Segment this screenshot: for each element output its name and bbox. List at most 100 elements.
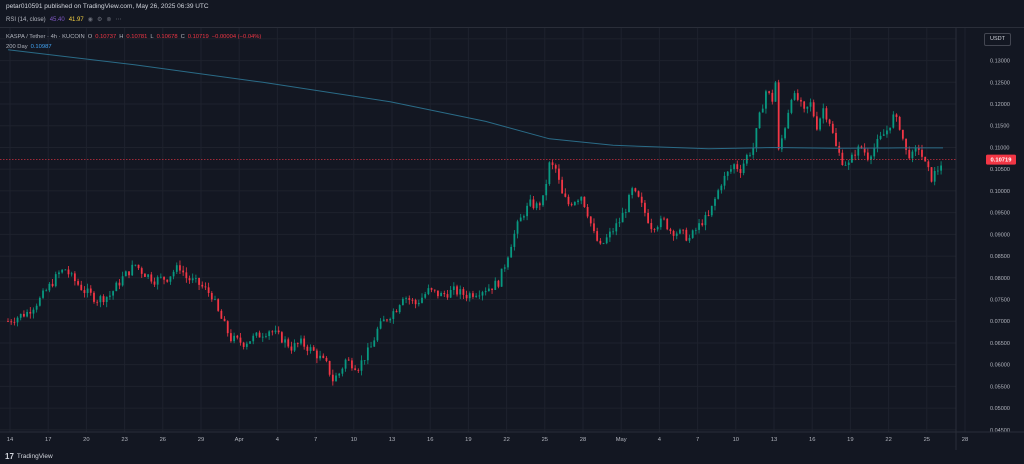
candle-body — [698, 223, 700, 230]
candle-body — [656, 227, 659, 230]
pane-divider — [0, 27, 1024, 28]
candle-body — [736, 164, 739, 169]
candle-body — [758, 112, 761, 129]
x-tick-label: 20 — [83, 437, 89, 443]
candle-body — [344, 359, 347, 369]
low-value: 0.10678 — [156, 34, 178, 40]
candle-body — [914, 147, 917, 152]
candle-body — [236, 335, 239, 338]
candle-body — [784, 128, 786, 139]
candle-body — [475, 295, 478, 297]
candle-body — [917, 147, 920, 150]
candle-body — [640, 196, 643, 203]
y-tick-label: 0.05500 — [990, 384, 1010, 390]
candle-body — [284, 339, 286, 343]
candle-body — [328, 360, 331, 375]
candle-body — [669, 229, 672, 231]
candle-body — [23, 313, 25, 317]
candle-body — [650, 223, 653, 230]
candle-body — [140, 268, 143, 274]
candle-body — [440, 293, 443, 297]
candle-body — [679, 229, 681, 234]
candle-body — [866, 152, 869, 160]
candle-body — [879, 135, 882, 139]
candle-body — [159, 276, 162, 278]
candle-body — [424, 294, 427, 298]
candle-body — [484, 291, 487, 293]
candle-body — [573, 202, 576, 206]
candle-body — [545, 183, 548, 196]
candle-body — [806, 106, 809, 109]
settings-icon[interactable]: ⚙ — [96, 17, 103, 23]
candle-body — [631, 188, 634, 195]
candle-body — [29, 311, 32, 314]
candle-body — [714, 198, 716, 206]
candle-body — [38, 297, 41, 306]
brand-name: TradingView — [16, 453, 53, 460]
candle-body — [602, 243, 605, 244]
candle-body — [144, 273, 146, 277]
candle-body — [468, 293, 471, 299]
candle-body — [516, 221, 519, 234]
candle-body — [99, 296, 102, 303]
candle-body — [67, 269, 70, 275]
candle-body — [831, 123, 834, 133]
candle-body — [542, 195, 544, 206]
candle-body — [252, 335, 255, 342]
eye-icon[interactable]: ◉ — [87, 17, 93, 23]
candle-body — [290, 346, 293, 351]
candle-body — [589, 216, 592, 224]
candle-body — [487, 288, 490, 292]
more-icon[interactable]: ⋯ — [115, 17, 122, 23]
candle-body — [905, 138, 907, 150]
delete-icon[interactable]: ⊗ — [106, 17, 112, 23]
candle-body — [796, 93, 799, 100]
currency-button[interactable]: USDT — [984, 33, 1011, 46]
candle-body — [325, 357, 328, 361]
y-tick-label: 0.05000 — [990, 406, 1010, 412]
candle-body — [242, 342, 245, 347]
candle-body — [230, 333, 232, 342]
candle-body — [472, 293, 474, 297]
candle-body — [599, 240, 602, 244]
candle-body — [659, 218, 662, 228]
candle-body — [73, 273, 76, 282]
candle-body — [523, 216, 525, 218]
candle-body — [58, 272, 60, 275]
candle-body — [854, 154, 857, 156]
candle-body — [704, 215, 707, 226]
candle-body — [739, 168, 742, 174]
candle-body — [446, 294, 449, 298]
candle-body — [217, 299, 220, 311]
candle-body — [494, 280, 497, 290]
candle-body — [191, 278, 194, 281]
candle-body — [510, 246, 513, 258]
candle-body — [277, 330, 280, 333]
candle-body — [443, 293, 446, 295]
candle-body — [901, 129, 904, 139]
candle-body — [682, 229, 685, 231]
candle-body — [293, 343, 296, 351]
candle-body — [147, 274, 150, 277]
indicator-bar: RSI (14, close) 45.40 41.97 ◉ ⚙ ⊗ ⋯ — [6, 14, 121, 26]
candle-body — [210, 292, 213, 300]
candle-body — [175, 265, 178, 272]
candle-body — [35, 305, 38, 310]
close-label: C — [180, 34, 185, 40]
x-tick-label: 19 — [847, 437, 853, 443]
candle-body — [927, 161, 930, 168]
candle-body — [201, 284, 204, 287]
candle-body — [309, 347, 312, 351]
candle-body — [765, 91, 767, 109]
candle-body — [86, 288, 89, 294]
candle-body — [347, 359, 350, 361]
candle-body — [223, 318, 226, 322]
candle-body — [405, 298, 407, 299]
candle-body — [395, 311, 398, 313]
candle-body — [733, 164, 735, 170]
candle-body — [847, 162, 850, 165]
candle-body — [452, 286, 455, 290]
candle-body — [48, 283, 51, 291]
candle-body — [873, 147, 876, 157]
